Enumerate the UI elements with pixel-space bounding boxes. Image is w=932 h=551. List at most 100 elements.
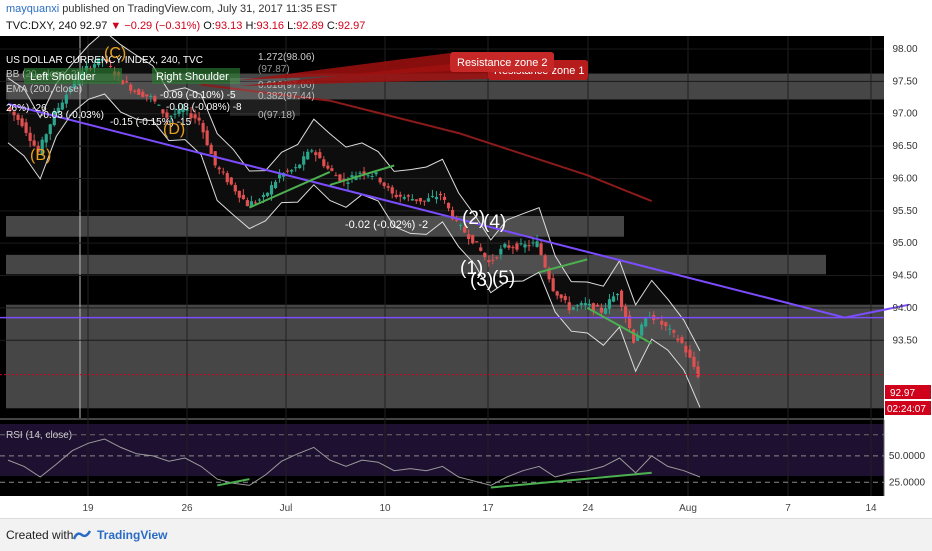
countdown-badge-value: 02:24:07 [887, 404, 926, 415]
candle-body [306, 151, 310, 160]
zone-3 [6, 254, 826, 275]
price-divergence-line [538, 258, 588, 274]
candle-body [225, 173, 229, 183]
countdown-badge [885, 401, 931, 415]
candle-body [161, 109, 165, 114]
candle-body [229, 177, 233, 185]
candle-body [165, 112, 169, 118]
candle-body [410, 198, 414, 201]
tradingview-logo-icon[interactable] [72, 529, 92, 541]
candle-body [173, 113, 177, 115]
candle-body [60, 102, 64, 110]
published-text: published on TradingView.com, July 31, 2… [62, 3, 338, 15]
rsi-tick-label: 50.0000 [889, 451, 926, 462]
price-axis[interactable]: 98.00 97.50 97.00 96.50 96.00 95.50 95.00 94.50… [892, 44, 917, 346]
candle-body [623, 306, 628, 318]
left-shoulder-box [24, 68, 122, 84]
candle-body [8, 107, 12, 111]
candle-body [543, 255, 547, 268]
author-link[interactable]: mayquanxi [6, 3, 60, 15]
candle-body [209, 144, 213, 154]
wave-label-d: (D) [163, 121, 185, 138]
candle-body [418, 198, 422, 202]
candle-body [12, 111, 16, 116]
candle-body [314, 152, 318, 156]
bollinger-lower [7, 93, 701, 408]
price-divergence-line [329, 164, 395, 186]
price-tick-label: 93.50 [892, 335, 917, 346]
candle-body [265, 192, 270, 196]
candle-body [406, 195, 410, 197]
header: mayquanxi published on TradingView.com, … [0, 0, 932, 36]
candle-body [133, 90, 137, 92]
candle-body [607, 299, 612, 309]
candle-body [326, 165, 330, 169]
candle-body [366, 175, 370, 177]
tradingview-link[interactable]: TradingView [97, 528, 168, 542]
candle-body [100, 59, 105, 61]
candle-body [16, 114, 20, 120]
candle-body [92, 64, 97, 68]
candle-body [611, 296, 616, 302]
candle-body [370, 175, 374, 177]
candle-body [28, 132, 32, 141]
candle-body [615, 293, 620, 296]
candle-body [382, 182, 386, 187]
candle-body [567, 302, 571, 311]
candle-body [56, 107, 60, 114]
price-tick-label: 97.50 [892, 76, 917, 87]
rsi-tick-label: 25.0000 [889, 477, 926, 488]
x-tick-label: 26 [181, 503, 193, 514]
candle-body [322, 159, 326, 167]
chart-area[interactable]: 98.00 97.50 97.00 96.50 96.00 95.50 95.00 94.50… [0, 36, 932, 518]
candle-body [121, 80, 125, 85]
last-price-badge-value: 92.97 [890, 388, 915, 399]
resistance-callout-pointer-1 [240, 60, 488, 86]
candle-body [185, 109, 189, 111]
time-axis[interactable]: 19 26 Jul 10 17 24 Aug 7 14 [82, 503, 877, 514]
candle-body [507, 245, 511, 248]
candle-body [402, 197, 406, 199]
rsi-axis[interactable]: 50.0000 25.0000 [889, 451, 926, 488]
candle-body [217, 167, 221, 170]
candle-body [390, 187, 394, 194]
candle-body [511, 247, 515, 249]
candle-body [668, 328, 672, 330]
candle-body [515, 243, 519, 250]
zone-4 [6, 304, 884, 409]
candle-body [149, 95, 153, 97]
candle-body [68, 88, 72, 92]
rsi-band [0, 424, 884, 476]
candle-body [434, 196, 439, 200]
measurement-label-5: -0.03 (-0.03%) [40, 110, 104, 121]
candle-body [145, 94, 149, 97]
wave-label-b: (B) [30, 147, 51, 164]
down-arrow-icon: ▼ [110, 20, 122, 32]
candle-body [599, 307, 604, 313]
symbol-name[interactable]: TVC:DXY, 240 [6, 20, 77, 32]
wave-label-3: (3) [470, 270, 493, 291]
candle-body [32, 140, 36, 146]
x-tick-label: Aug [679, 503, 697, 514]
ohlc-high-label: H: [245, 20, 257, 32]
candle-body [205, 130, 209, 146]
symbol-bar: TVC:DXY, 240 92.97 ▼ −0.29 (−0.31%) O:93… [6, 20, 365, 32]
candle-body [422, 200, 427, 202]
ohlc-open-label: O: [203, 20, 215, 32]
candle-body [656, 318, 660, 320]
candle-body [475, 241, 479, 243]
wave-label-2: (2) [462, 208, 485, 229]
candle-body [491, 259, 495, 261]
fib-level-0618: 0.618(97.60) [258, 80, 315, 91]
candle-body [459, 224, 463, 226]
candle-body [181, 109, 185, 113]
fib-level-0382: 0.382(97.44) [258, 91, 315, 102]
candle-body [358, 172, 362, 174]
candle-body [298, 164, 302, 169]
candle-body [583, 303, 587, 306]
candle-body [571, 307, 575, 310]
resistance-zone-2-callout[interactable] [450, 52, 554, 72]
candle-body [551, 278, 555, 292]
left-shoulder-label: Left Shoulder [30, 71, 96, 83]
measurement-label-6: 26%) -26 [6, 103, 47, 114]
